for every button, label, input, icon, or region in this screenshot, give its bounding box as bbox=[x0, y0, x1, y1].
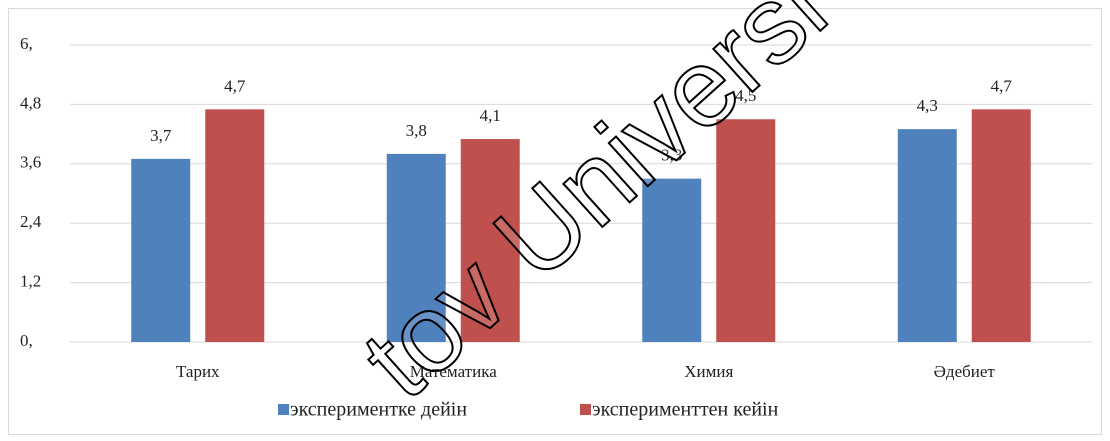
bar bbox=[716, 119, 776, 342]
legend-label: экспериментке дейін bbox=[290, 399, 467, 421]
bar bbox=[897, 129, 957, 342]
value-label: 3,7 bbox=[150, 126, 172, 145]
x-tick-label: Тарих bbox=[176, 362, 220, 381]
bar bbox=[205, 109, 265, 342]
value-label: 4,1 bbox=[480, 106, 501, 125]
value-label: 4,5 bbox=[735, 86, 756, 105]
bar bbox=[460, 139, 520, 342]
bar bbox=[386, 153, 446, 342]
y-tick-label: 0, bbox=[20, 331, 33, 350]
x-tick-label: Химия bbox=[684, 362, 733, 381]
y-tick-label: 6, bbox=[20, 34, 33, 53]
bar bbox=[642, 178, 702, 342]
legend-label: эксперименттен кейін bbox=[592, 399, 779, 421]
legend-swatch bbox=[580, 404, 591, 415]
value-label: 4,3 bbox=[917, 96, 938, 115]
legend-swatch bbox=[278, 404, 289, 415]
value-label: 4,7 bbox=[224, 76, 246, 95]
value-label: 3,3 bbox=[661, 146, 682, 165]
value-label: 3,8 bbox=[406, 121, 427, 140]
value-label: 4,7 bbox=[991, 76, 1013, 95]
bar bbox=[131, 158, 191, 342]
y-tick-label: 2,4 bbox=[20, 212, 42, 231]
y-tick-label: 3,6 bbox=[20, 153, 41, 172]
x-tick-label: Математика bbox=[410, 362, 497, 381]
y-tick-label: 4,8 bbox=[20, 93, 41, 112]
bar bbox=[971, 109, 1031, 342]
x-tick-label: Әдебиет bbox=[934, 362, 996, 381]
y-tick-label: 1,2 bbox=[20, 272, 41, 291]
